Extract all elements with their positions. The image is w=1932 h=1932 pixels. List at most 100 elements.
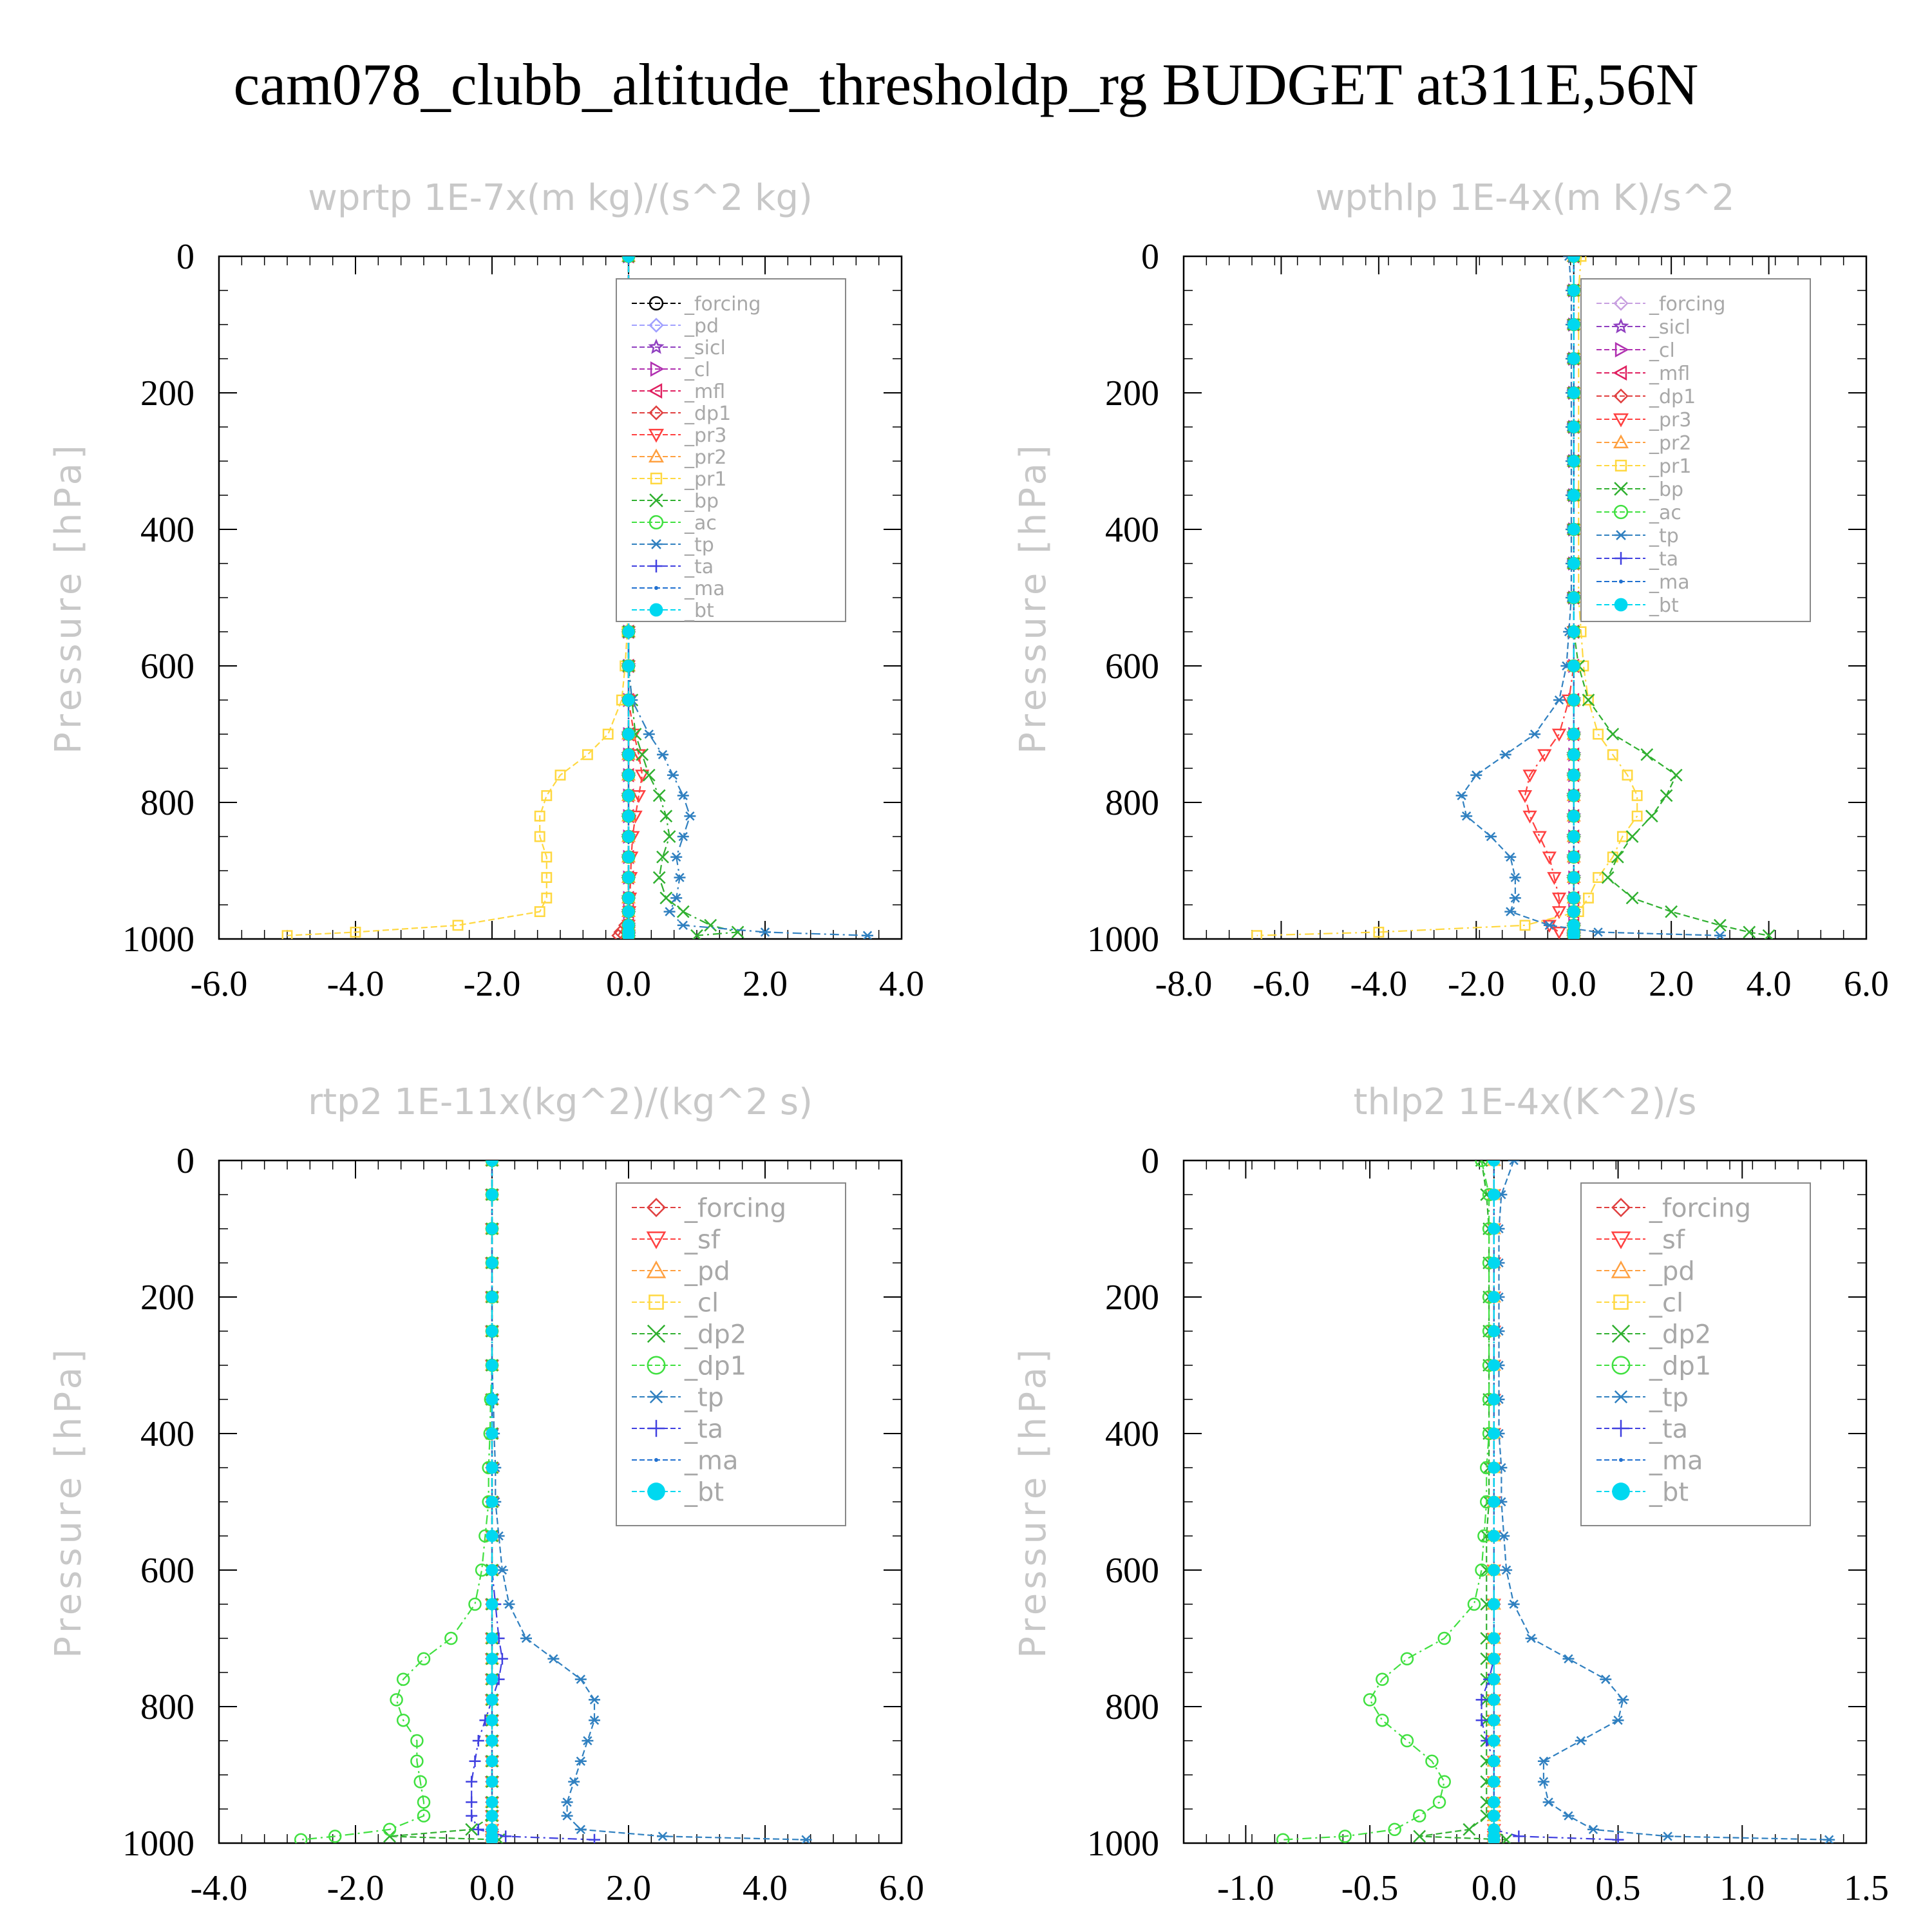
y-tick-label: 0 [176,1141,194,1181]
legend-label: _bt [684,600,714,622]
series-point-bt [622,929,635,939]
x-tick-label: -6.0 [1253,964,1310,1004]
legend-label: _ta [684,1414,723,1444]
x-tick-label: -4.0 [1350,964,1408,1004]
legend-label: _ac [684,512,717,535]
series-point-bt [622,789,635,802]
series-point-pr3 [1551,728,1567,742]
y-tick-label: 400 [1105,1414,1159,1454]
series-point-tp [684,811,696,821]
y-tick-label: 0 [1141,237,1159,277]
legend-label: _bp [1649,478,1683,501]
series-point-dp1 [468,1597,482,1611]
series-point-tp [1508,1160,1520,1166]
legend-box [1580,278,1811,622]
series-point-pr1 [1607,749,1618,761]
legend-label: _ma [1649,571,1690,594]
series-point-pr1 [1631,810,1643,822]
x-tick-label: -2.0 [464,964,521,1004]
x-tick-label: 0.5 [1596,1868,1641,1908]
series-point-pr1 [1622,770,1633,781]
series-point-bt [1488,1256,1501,1269]
legend-label: _dp1 [684,402,731,425]
series-point-bt [1488,1325,1501,1338]
y-tick-label: 600 [140,647,194,687]
series-point-tp [663,907,676,916]
x-tick-label: 0.0 [606,964,651,1004]
series-point-bp [1640,748,1654,761]
series-point-dp1 [410,1734,424,1748]
y-tick-label: 800 [140,1687,194,1727]
series-point-bt [1488,1160,1501,1167]
y-tick-label: 200 [1105,1278,1159,1318]
series-point-bt [1567,591,1580,604]
legend: _forcing_pd_sicl_cl_mfl_dp1_pr3_pr2_pr1_… [616,278,846,622]
x-tick-label: -8.0 [1155,964,1213,1004]
legend-marker [650,560,663,573]
series-point-bp [1625,891,1639,905]
series-point-pr1 [1593,872,1604,884]
legend-marker [648,428,665,443]
series-point-bt [486,1795,498,1808]
series-point-tp [1537,1777,1549,1786]
y-tick-label: 200 [1105,374,1159,413]
series-point-bt [622,891,635,904]
series-point-bt [622,810,635,822]
series-point-tp [1455,791,1468,800]
series-point-bt [622,256,635,263]
series-point-dp1 [396,1672,410,1686]
legend-label: _ac [1649,502,1681,524]
y-tick-label: 1000 [122,1824,194,1864]
series-point-bt [1567,659,1580,672]
series-point-tp [677,920,689,930]
series-point-pr1 [281,930,293,939]
series-point-dp1 [1388,1823,1401,1837]
series-point-tp [1600,1674,1612,1684]
series-point-ta [1475,1694,1488,1706]
series-point-tp [1662,1832,1674,1841]
series-point-bt [1488,1427,1501,1440]
series-point-bt [486,1325,498,1338]
series-point-ta [1612,1833,1624,1843]
series-point-bt [622,905,635,918]
series-point-bp [1660,789,1673,802]
series-point-tp [670,852,683,862]
series-point-pr3 [1517,790,1533,803]
series-point-tp [561,1797,573,1807]
series-point-dp1 [1425,1754,1439,1768]
series-point-bt [1567,694,1580,706]
series-point-bt [486,1653,498,1665]
x-tick-label: 0.0 [469,1868,515,1908]
legend-marker [647,1419,665,1437]
series-point-tp [1504,907,1517,916]
series-point-tp [561,1811,573,1821]
series-point-ta [466,1796,478,1808]
series-point-pr1 [534,906,545,918]
series-point-dp1 [1467,1597,1481,1611]
legend-marker [1615,341,1629,358]
legend-marker [654,586,658,590]
series-point-ta [500,1830,512,1842]
x-tick-label: 0.0 [1551,964,1596,1004]
plot-frame [218,1159,903,1844]
series-point-pr3 [1522,810,1537,824]
series-point-bt [1567,871,1580,884]
legend: _forcing_sicl_cl_mfl_dp1_pr3_pr2_pr1_bp_… [1580,278,1811,622]
series-point-pr3 [1551,906,1567,920]
series-point-pr1 [534,810,545,822]
series-point-bt [1488,1795,1501,1808]
legend-label: _tp [1649,525,1679,547]
x-tick-label: -1.0 [1217,1868,1274,1908]
legend-marker [1611,1231,1631,1249]
series-point-tp [1529,729,1541,739]
y-tick-label: 600 [1105,1551,1159,1591]
y-axis-label: Pressure [hPa] [1012,441,1054,754]
series-point-pr3 [1542,851,1557,865]
series-point-ta [469,1755,481,1767]
series-point-bt [1567,284,1580,297]
legend-label: _ta [684,556,714,578]
series-point-bp [704,918,717,932]
series-point-bt [1567,523,1580,536]
series-point-bp [1645,810,1658,823]
series-point-bt [486,1495,498,1508]
